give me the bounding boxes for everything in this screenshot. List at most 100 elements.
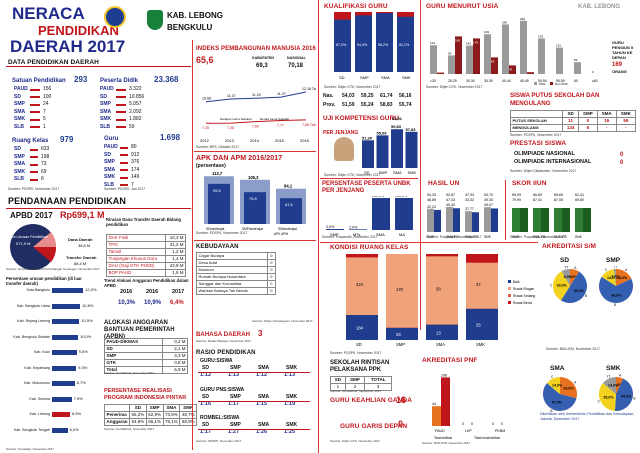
akreditasi-pie: 7,0% A 44,0%B 35,0%C 14,0% TT	[598, 374, 636, 411]
putus-header: SD SMP SMA SMK	[509, 110, 637, 118]
source-note: Sumber: BPS, Oktober 2017	[196, 145, 239, 149]
akreditasi-pie: 29,0%A 57,0% B 14,0% C	[543, 375, 577, 413]
list-key: SMP	[100, 101, 111, 107]
list-key: PAUD	[14, 86, 28, 92]
kebudayaan-table: Cagar Budaya 0 Desa Adat 0 Museum 0 Rumah Buda…	[196, 252, 277, 295]
transfer-row: Tamsil 1,2 M	[105, 248, 186, 256]
hasil-category: SMA IPA	[446, 235, 459, 238]
akreditasi-slice	[616, 269, 632, 286]
ipm-year: 2012	[200, 138, 210, 143]
rooms-label: Ruang Kelas	[12, 138, 49, 144]
unbk-title: PERSENTASE PESERTA UNBK PER JENJANG	[322, 181, 411, 194]
akreditasi-slice	[616, 377, 624, 394]
arrow-bar	[30, 148, 38, 151]
hasil-bar-2016	[446, 207, 453, 232]
akreditasi-pie-title: SD	[560, 257, 570, 264]
kondisi-value: 28	[396, 332, 401, 337]
pensiun-value: 169	[612, 62, 623, 68]
ipm-line-chart: 10,66 11,07 11,20 11,37 12,16 Tahun 7,35 7,36 7…	[200, 87, 316, 143]
pnf-acc-value: 0	[462, 422, 464, 426]
pnf-bar-acc	[432, 406, 441, 426]
putus-col: SMK	[615, 110, 637, 118]
budget-title-underline	[6, 208, 191, 209]
source-note: Sumber: BAN-PNF, November 2017	[422, 441, 471, 445]
rasio-value: 1:25	[284, 429, 296, 435]
ipm-year: 2014	[250, 138, 260, 143]
list-key: SLB	[14, 123, 24, 130]
akreditasi-slice	[613, 269, 616, 286]
iiun-title: SKOR IIUN	[512, 180, 547, 187]
students-label: Peserta Didik	[100, 78, 139, 84]
list-value: 7	[131, 181, 134, 188]
list-value: 198	[41, 153, 50, 160]
iiun-bar-2016	[512, 208, 520, 232]
hasil-prov: 47,33	[446, 198, 455, 202]
pip-value: 66,1%	[145, 418, 164, 426]
akreditasi-slice-label: B	[585, 294, 587, 298]
arrow-bar	[120, 184, 128, 186]
rasio-line	[198, 372, 310, 373]
transfer-row: BOP PAUD 1,5 M	[105, 269, 186, 277]
ipm-title: INDEKS PEMBANGUNAN MANUSIA 2016	[196, 46, 316, 52]
akreditasi-slice-label: A	[574, 266, 577, 270]
ipm-legend: Harapan Lama Sekolah	[220, 117, 252, 121]
list-value: 6	[41, 176, 44, 182]
usia-category: 30-34	[466, 79, 475, 83]
source-note: Sumber: PDSPK, Jan 2017	[104, 187, 146, 191]
usia-category: 35-39	[484, 79, 493, 83]
arrow-bar	[116, 111, 126, 113]
kebudayaan-row: Rumah Budaya Nusantara 0	[196, 273, 277, 281]
rasio-col: SMP	[230, 422, 241, 428]
usia-legend-swatch	[534, 82, 537, 85]
akreditasi-slice-label: TT	[614, 266, 618, 269]
hasil-un-title: HASIL UN	[428, 180, 460, 187]
akreditasi-slice	[543, 383, 577, 411]
apbd-value: Rp699,1 M	[60, 210, 105, 220]
ipm-label-top: 11,20	[252, 93, 261, 97]
ipm-kab-label: KABUPATEN	[252, 56, 275, 60]
prestasi-key: OLIMPIADE INTERNASIONAL	[514, 159, 592, 165]
kualifikasi-bar-s1	[355, 15, 372, 72]
kondisi-bar-baik	[346, 315, 378, 340]
column-divider	[505, 180, 506, 240]
list-key: SD	[100, 93, 107, 100]
province-bar	[52, 303, 81, 309]
source-note: Sumber: Puspendik, November 2017	[510, 235, 566, 239]
usia-pns-value: 132	[556, 44, 561, 48]
rasio-col: SMP	[230, 365, 241, 371]
ipm-line-harapan	[205, 91, 307, 103]
iiun-prov: 87,41	[533, 198, 542, 202]
ipm-legend: Rerata Lama Sekolah	[260, 117, 289, 121]
ipm-label-bottom: 7,35	[202, 126, 209, 130]
kebudayaan-value: 0	[266, 287, 277, 295]
hasil-value: 45,42	[446, 203, 455, 207]
rintisan-col: SMP	[344, 376, 366, 384]
usia-category: <25	[430, 79, 436, 83]
ukg-category: SMA	[393, 170, 402, 174]
rasio-value: 1:13	[284, 372, 296, 378]
list-value: 633	[41, 146, 50, 152]
unbk-bar	[326, 229, 344, 230]
arrow-bar	[30, 103, 40, 106]
transfer-value: 31,2 M	[165, 241, 186, 249]
transfer-key: DAU (Gaji GTK PNSD)	[105, 262, 167, 270]
arrow-bar	[116, 126, 126, 128]
transfer-key: DAK Fisik	[105, 234, 167, 242]
rasio-line	[198, 401, 310, 402]
bantuan-key: SD	[103, 345, 164, 353]
province-label: Kota Bangkulu	[26, 288, 50, 292]
akreditasi-slice-value: 7,0%	[614, 383, 623, 387]
list-value: 59	[129, 123, 135, 130]
iiun-nas: 65,99	[512, 193, 521, 197]
akreditasi-slice-value: 33,0%	[557, 284, 568, 288]
column-divider	[420, 0, 421, 330]
apk-value: 84,1	[284, 184, 293, 189]
iiun-category: SMP	[512, 235, 519, 238]
pip-value: 65,2%	[129, 411, 147, 419]
putus-title: SISWA PUTUS SEKOLAH DAN MENGULANG	[510, 92, 600, 107]
kebudayaan-value: 0	[266, 273, 277, 281]
ukg-category: SMP	[379, 170, 388, 174]
kondisi-category: SD	[356, 342, 362, 346]
apk-category: SMP/sederajat	[242, 227, 263, 231]
